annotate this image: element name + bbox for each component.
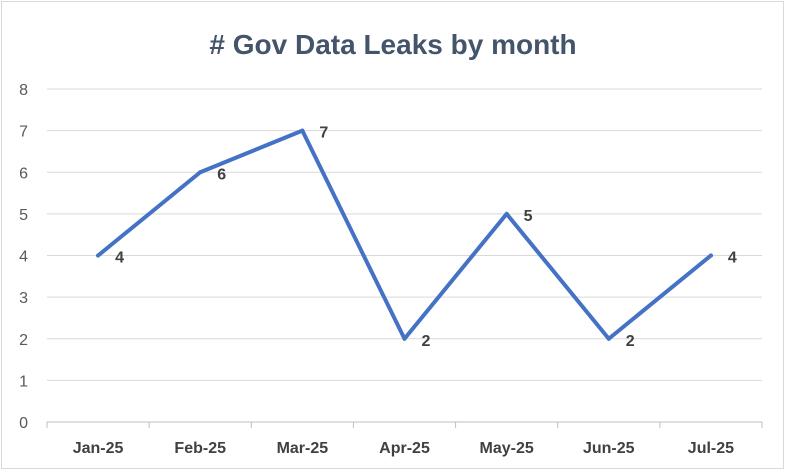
x-tick-label: May-25 — [480, 440, 534, 457]
series-group — [96, 128, 713, 341]
data-point — [504, 211, 509, 216]
y-tick-label: 2 — [19, 332, 28, 349]
x-tick-label: Mar-25 — [277, 440, 329, 457]
x-axis: Jan-25 Feb-25 Mar-25 Apr-25 May-25 Jun-25 Jul-… — [46, 421, 763, 457]
data-labels: 4 6 7 2 5 2 4 — [115, 125, 737, 350]
data-point — [198, 170, 203, 175]
y-tick-label: 3 — [19, 290, 28, 307]
data-label: 5 — [524, 208, 533, 225]
y-tick-label: 5 — [19, 207, 28, 224]
gridlines — [47, 88, 762, 381]
y-tick-label: 0 — [19, 415, 28, 432]
series-line — [96, 128, 713, 341]
x-tick-label: Jul-25 — [688, 440, 734, 457]
y-axis-ticks: 0 1 2 3 4 5 6 7 8 — [19, 82, 28, 432]
data-point — [708, 253, 713, 258]
data-label: 4 — [115, 250, 124, 267]
y-tick-label: 8 — [19, 82, 28, 99]
x-tick-label: Jan-25 — [73, 440, 124, 457]
data-point — [96, 253, 101, 258]
y-tick-label: 6 — [19, 165, 28, 182]
data-label: 6 — [217, 166, 226, 183]
x-tick-label: Apr-25 — [379, 440, 430, 457]
data-label: 2 — [626, 333, 635, 350]
data-label: 2 — [422, 333, 431, 350]
data-point — [606, 336, 611, 341]
chart-title: # Gov Data Leaks by month — [209, 29, 576, 60]
data-label: 7 — [319, 125, 328, 142]
y-tick-label: 4 — [19, 249, 28, 266]
data-point — [300, 128, 305, 133]
x-tick-label: Feb-25 — [174, 440, 226, 457]
data-label: 4 — [728, 250, 737, 267]
x-tick-label: Jun-25 — [583, 440, 635, 457]
y-tick-label: 7 — [19, 124, 28, 141]
y-tick-label: 1 — [19, 373, 28, 390]
data-point — [402, 336, 407, 341]
